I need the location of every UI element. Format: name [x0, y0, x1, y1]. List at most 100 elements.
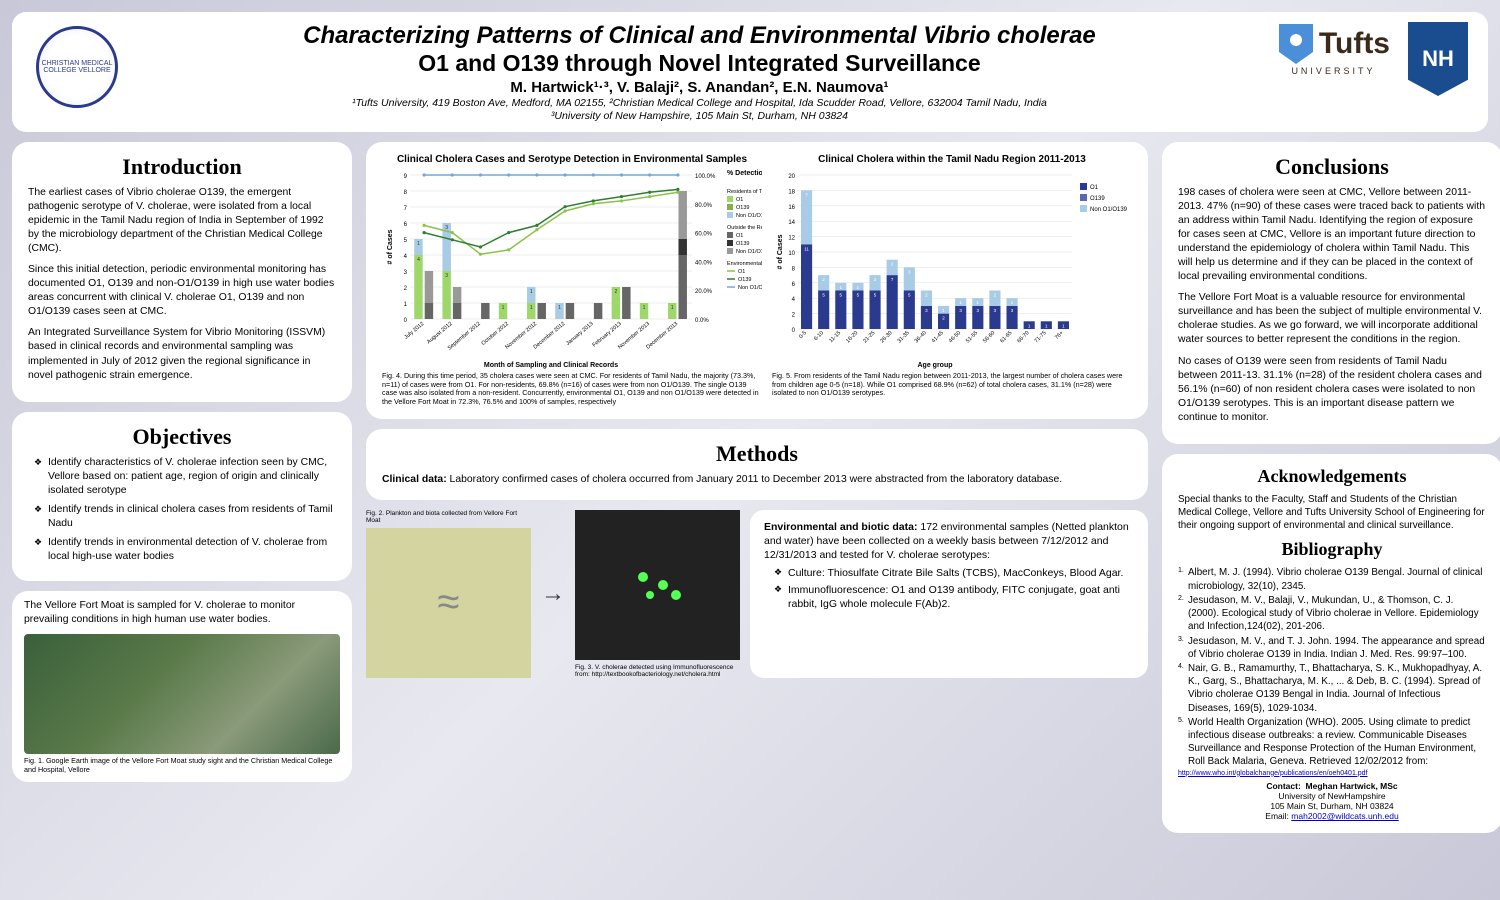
contact-email[interactable]: mah2002@wildcats.unh.edu	[1291, 811, 1398, 821]
svg-text:6: 6	[404, 222, 408, 228]
svg-text:O1: O1	[736, 233, 743, 239]
svg-text:20: 20	[788, 174, 795, 180]
affiliation-2: ³University of New Hampshire, 105 Main S…	[140, 110, 1259, 122]
methods-bottom-row: Fig. 2. Plankton and biota collected fro…	[366, 510, 1148, 678]
bib-item: Jesudason, M. V., and T. J. John. 1994. …	[1178, 635, 1486, 661]
intro-p1: The earliest cases of Vibrio cholerae O1…	[28, 186, 336, 256]
svg-text:11: 11	[804, 246, 809, 251]
svg-text:40.0%: 40.0%	[695, 260, 713, 266]
svg-text:2: 2	[614, 289, 617, 295]
chart-age-group: Clinical Cholera within the Tamil Nadu R…	[772, 154, 1132, 407]
contact-block: Contact: Meghan Hartwick, MSc University…	[1178, 781, 1486, 821]
charts-panel: Clinical Cholera Cases and Serotype Dete…	[366, 142, 1148, 419]
svg-text:60.0%: 60.0%	[695, 232, 713, 238]
env-data-box: Environmental and biotic data: 172 envir…	[750, 510, 1148, 678]
svg-text:26-30: 26-30	[879, 330, 893, 344]
env-item: Immunofluorescence: O1 and O139 antibody…	[774, 583, 1134, 611]
svg-text:5: 5	[404, 238, 408, 244]
svg-text:O139: O139	[1090, 196, 1105, 202]
chart2-svg: 024681012141618201170-5526-105111-155116…	[772, 169, 1132, 369]
svg-text:O1: O1	[1090, 185, 1099, 191]
svg-text:% Detection: % Detection	[727, 170, 762, 177]
unh-text: NH	[1422, 46, 1454, 72]
svg-text:46-50: 46-50	[948, 330, 962, 344]
svg-text:61-65: 61-65	[999, 330, 1013, 344]
cmc-seal: CHRISTIAN MEDICAL COLLEGE VELLORE	[36, 26, 118, 108]
contact-addr: 105 Main St, Durham, NH 03824	[1270, 801, 1393, 811]
svg-text:1: 1	[643, 305, 646, 311]
header-text: Characterizing Patterns of Clinical and …	[140, 22, 1259, 122]
methods-clinical: Clinical data: Laboratory confirmed case…	[382, 473, 1132, 487]
conclusions-p3: No cases of O139 were seen from resident…	[1178, 355, 1486, 425]
objectives-panel: Objectives Identify characteristics of V…	[12, 412, 352, 581]
fig2-caption: Fig. 2. Plankton and biota collected fro…	[366, 510, 531, 524]
intro-p3: An Integrated Surveillance System for Vi…	[28, 326, 336, 382]
bib-link[interactable]: http://www.who.int/globalchange/publicat…	[1178, 770, 1486, 777]
svg-text:1: 1	[558, 305, 561, 311]
satellite-image	[24, 634, 340, 754]
methods-heading: Methods	[382, 441, 1132, 467]
svg-text:3: 3	[445, 273, 448, 279]
svg-text:4: 4	[417, 257, 420, 263]
logo-unh: NH	[1408, 22, 1468, 96]
conclusions-heading: Conclusions	[1178, 154, 1486, 180]
authors: M. Hartwick¹·³, V. Balaji², S. Anandan²,…	[140, 79, 1259, 96]
bib-item: Nair, G. B., Ramamurthy, T., Bhattachary…	[1178, 662, 1486, 715]
moat-panel: The Vellore Fort Moat is sampled for V. …	[12, 591, 352, 782]
svg-text:2: 2	[792, 313, 796, 319]
intro-p2: Since this initial detection, periodic e…	[28, 263, 336, 319]
svg-text:3: 3	[445, 225, 448, 231]
svg-text:20.0%: 20.0%	[695, 289, 713, 295]
svg-text:1: 1	[530, 305, 533, 311]
ack-heading: Acknowledgements	[1178, 466, 1486, 487]
svg-text:66-70: 66-70	[1016, 330, 1030, 344]
svg-text:31-35: 31-35	[897, 330, 911, 344]
svg-text:O1: O1	[736, 197, 743, 203]
svg-text:2: 2	[404, 286, 408, 292]
clinical-label: Clinical data:	[382, 474, 447, 485]
svg-text:Non O1/O139: Non O1/O139	[736, 213, 762, 219]
svg-text:7: 7	[404, 206, 408, 212]
svg-text:# of Cases: # of Cases	[777, 234, 784, 269]
svg-text:# of Cases: # of Cases	[387, 229, 394, 264]
svg-text:1: 1	[671, 305, 674, 311]
conclusions-p2: The Vellore Fort Moat is a valuable reso…	[1178, 291, 1486, 347]
svg-text:O1: O1	[738, 269, 745, 275]
svg-text:9: 9	[404, 174, 408, 180]
chart1-title: Clinical Cholera Cases and Serotype Dete…	[382, 154, 762, 165]
affiliation-1: ¹Tufts University, 419 Boston Ave, Medfo…	[140, 97, 1259, 109]
svg-text:0.0%: 0.0%	[695, 318, 709, 324]
svg-text:O139: O139	[736, 241, 749, 247]
svg-text:Environmental: Environmental	[727, 261, 762, 267]
objectives-heading: Objectives	[28, 424, 336, 450]
chart1-caption: Fig. 4. During this time period, 35 chol…	[382, 372, 762, 407]
svg-text:O139: O139	[738, 277, 751, 283]
chart1-svg: 01234567890.0%20.0%40.0%60.0%80.0%100.0%…	[382, 169, 762, 369]
objective-item: Identify trends in environmental detecti…	[34, 536, 336, 564]
bibliography-list: Albert, M. J. (1994). Vibrio cholerae O1…	[1178, 566, 1486, 768]
svg-text:1: 1	[530, 289, 533, 295]
tufts-wordmark: Tufts	[1319, 27, 1390, 61]
tufts-shield-icon	[1277, 22, 1315, 66]
svg-text:Non O1/O139: Non O1/O139	[1090, 207, 1128, 213]
svg-text:January 2013: January 2013	[565, 321, 594, 347]
svg-text:21-25: 21-25	[862, 330, 876, 344]
contact-email-label: Email:	[1265, 811, 1291, 821]
svg-text:51-55: 51-55	[965, 330, 979, 344]
svg-text:16-20: 16-20	[845, 330, 859, 344]
acknowledgements-panel: Acknowledgements Special thanks to the F…	[1162, 454, 1500, 833]
bib-item: World Health Organization (WHO). 2005. U…	[1178, 716, 1486, 769]
svg-text:Month of Sampling and Clinical: Month of Sampling and Clinical Records	[484, 362, 618, 369]
svg-text:6-10: 6-10	[813, 330, 825, 342]
svg-text:1: 1	[404, 302, 408, 308]
env-item: Culture: Thiosulfate Citrate Bile Salts …	[774, 566, 1134, 580]
svg-text:Non O1/O139: Non O1/O139	[736, 249, 762, 255]
logo-tufts: Tufts UNIVERSITY	[1277, 22, 1390, 76]
svg-text:O139: O139	[736, 205, 749, 211]
svg-text:16: 16	[788, 205, 795, 211]
intro-panel: Introduction The earliest cases of Vibri…	[12, 142, 352, 402]
logo-cmc: CHRISTIAN MEDICAL COLLEGE VELLORE	[32, 22, 122, 112]
svg-text:11-15: 11-15	[828, 330, 842, 344]
moat-text: The Vellore Fort Moat is sampled for V. …	[24, 599, 340, 627]
svg-text:Residents of Tamil Nadu: Residents of Tamil Nadu	[727, 189, 762, 195]
